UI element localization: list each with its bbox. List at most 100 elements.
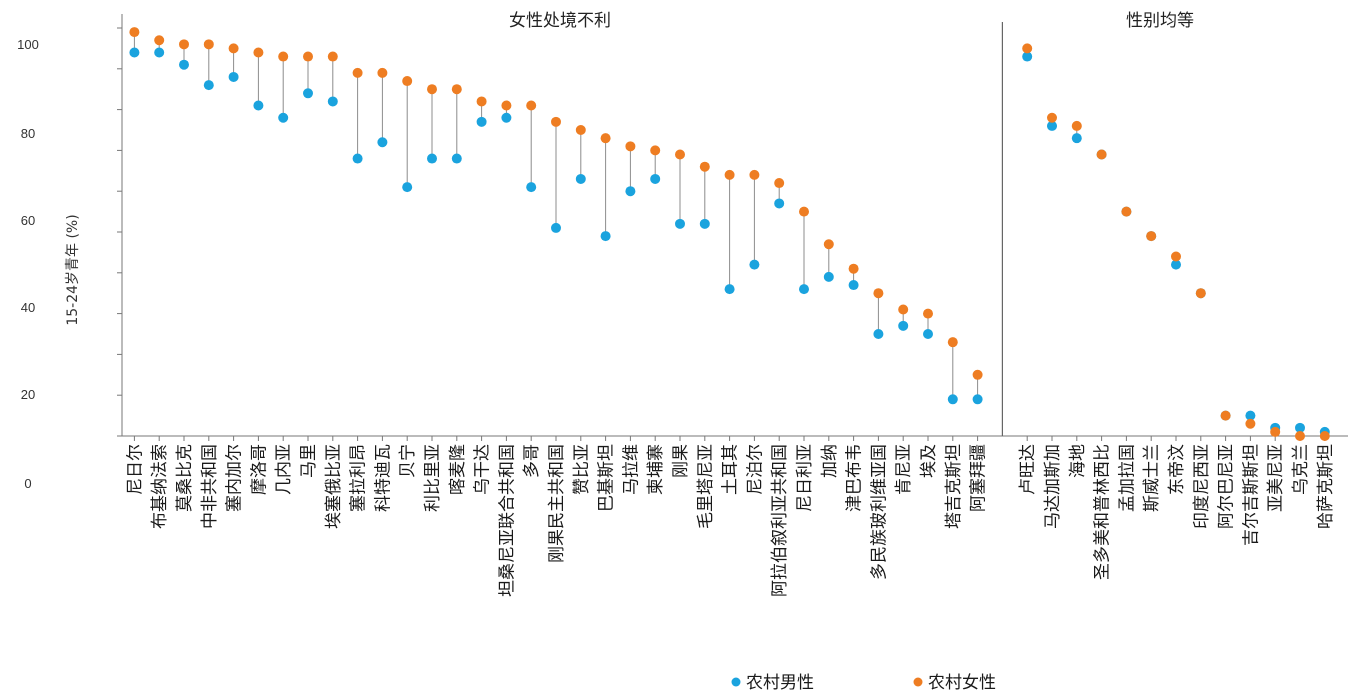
male-point <box>575 173 586 184</box>
female-point <box>526 100 537 111</box>
category-label: 马拉维 <box>621 444 641 495</box>
category-label: 肯尼亚 <box>894 444 914 495</box>
legend: 农村男性 农村女性 <box>731 673 996 692</box>
category-label: 卢旺达 <box>1018 444 1038 495</box>
female-point <box>575 125 586 135</box>
category-label: 柬埔寨 <box>646 444 666 495</box>
female-point <box>451 84 462 95</box>
y-axis-title: 15-24岁青年 (%) <box>65 214 81 325</box>
category-label: 多民族玻利维亚国 <box>869 444 889 580</box>
category-label: 利比里亚 <box>423 444 443 512</box>
female-point <box>476 96 487 107</box>
female-point <box>1121 206 1132 217</box>
category-label: 刚果民主共和国 <box>547 444 567 563</box>
male-point <box>1022 51 1033 62</box>
female-point <box>203 39 214 50</box>
legend-female-marker <box>913 677 923 687</box>
male-point <box>799 284 809 295</box>
category-label: 阿塞拜疆 <box>969 444 989 512</box>
male-point <box>203 80 214 91</box>
male-point <box>129 47 140 58</box>
male-point <box>1171 259 1181 270</box>
category-label: 摩洛哥 <box>249 444 269 495</box>
category-label: 孟加拉国 <box>1117 444 1137 512</box>
male-point <box>526 182 537 193</box>
category-label: 哈萨克斯坦 <box>1316 444 1336 529</box>
female-point <box>699 161 710 172</box>
male-point <box>476 116 487 127</box>
female-point <box>253 47 264 58</box>
female-point <box>179 39 189 50</box>
female-point <box>154 35 165 46</box>
female-point <box>724 169 735 180</box>
category-label: 塞拉利昂 <box>349 444 369 512</box>
female-point <box>402 76 413 87</box>
female-point <box>1096 149 1107 160</box>
male-point <box>501 112 512 123</box>
panel-title-disadvantaged: 女性处境不利 <box>509 11 611 31</box>
male-point <box>551 222 561 233</box>
male-point <box>451 153 462 164</box>
category-label: 亚美尼亚 <box>1266 444 1286 512</box>
male-point <box>1295 422 1305 433</box>
category-label: 尼日利亚 <box>795 444 815 512</box>
category-label: 土耳其 <box>721 444 741 495</box>
male-point <box>402 182 413 193</box>
category-label: 印度尼西亚 <box>1192 444 1212 529</box>
category-label: 几内亚 <box>274 444 294 495</box>
category-label: 马里 <box>299 444 319 478</box>
male-point <box>278 112 289 123</box>
female-point <box>501 100 512 111</box>
y-tick-label: 60 <box>21 213 35 228</box>
category-label: 加纳 <box>820 444 840 478</box>
male-point <box>377 137 388 148</box>
category-label: 贝宁 <box>398 444 418 478</box>
category-label: 阿尔巴尼亚 <box>1217 444 1237 529</box>
female-point <box>600 133 611 144</box>
legend-female-label: 农村女性 <box>928 673 996 692</box>
female-point <box>823 239 834 250</box>
female-point <box>1195 288 1206 299</box>
category-label: 莫桑比克 <box>175 444 195 512</box>
male-point <box>873 329 884 339</box>
male-point <box>352 153 363 164</box>
male-point <box>327 96 338 107</box>
category-label: 刚果 <box>671 444 691 478</box>
category-label: 赞比亚 <box>572 444 592 495</box>
male-point <box>972 394 983 405</box>
male-point <box>228 71 239 82</box>
female-point <box>650 145 661 156</box>
female-point <box>774 178 785 189</box>
category-label: 塞内加尔 <box>225 444 245 512</box>
category-label: 马达加斯加 <box>1043 444 1063 529</box>
category-label: 尼日尔 <box>125 444 145 495</box>
female-point <box>675 149 685 160</box>
male-point <box>600 231 611 242</box>
panel-title-parity: 性别均等 <box>1126 11 1194 31</box>
female-point <box>848 263 859 274</box>
male-point <box>774 198 785 209</box>
male-point <box>179 59 189 70</box>
female-point <box>551 116 561 127</box>
female-point <box>923 308 933 319</box>
female-point <box>228 43 239 54</box>
category-label: 圣多美和普林西比 <box>1093 444 1113 580</box>
female-point <box>1022 43 1033 54</box>
female-point <box>947 337 958 348</box>
female-point <box>873 288 884 299</box>
female-point <box>799 206 809 217</box>
category-label: 巴基斯坦 <box>597 444 617 512</box>
male-point <box>625 186 636 197</box>
category-label: 中非共和国 <box>200 444 220 529</box>
male-point <box>823 271 834 282</box>
female-point <box>1295 431 1305 441</box>
male-point <box>724 284 735 295</box>
female-point <box>327 51 338 62</box>
category-label: 乌干达 <box>473 444 493 495</box>
male-point <box>427 153 437 164</box>
female-point <box>1047 112 1057 123</box>
category-label: 坦桑尼亚联合共和国 <box>497 444 517 597</box>
male-point <box>947 394 958 405</box>
female-point <box>1245 418 1256 429</box>
